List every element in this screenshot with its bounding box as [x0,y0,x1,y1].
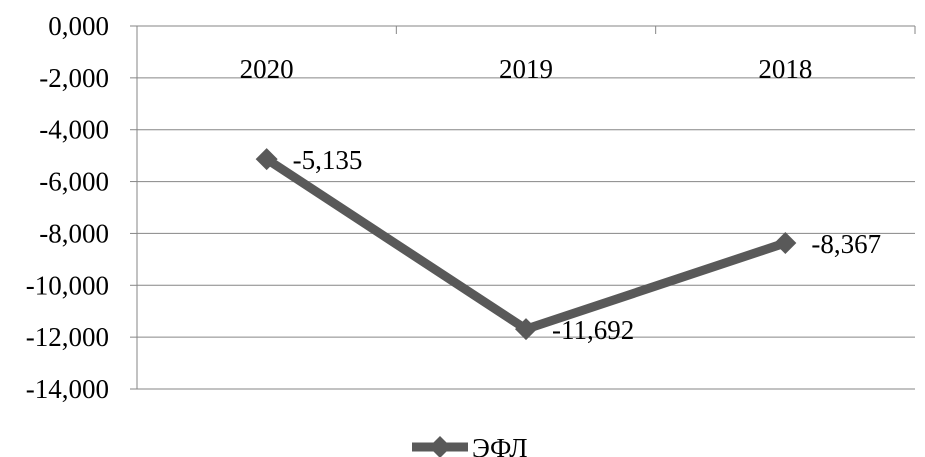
data-point-marker [515,318,537,341]
y-axis-tick-labels: 0,000 -2,000 -4,000 -6,000 -8,000 -10,000 -12,… [26,11,109,404]
x-axis-category-labels: 2020 2019 2018 [240,54,813,84]
data-labels: -5,135 -11,692 -8,367 [293,145,881,345]
x-category-label: 2018 [758,54,812,84]
y-tick-label: -12,000 [26,322,109,352]
x-category-label: 2019 [499,54,553,84]
y-tick-label: -10,000 [26,270,109,300]
legend-label: ЭФЛ [472,433,528,457]
y-tick-label: -2,000 [39,63,109,93]
series-line [262,154,790,334]
data-label: -11,692 [552,315,634,345]
data-point-marker [255,148,278,171]
y-tick-label: 0,000 [48,11,109,41]
legend-marker [429,436,451,457]
y-tick-label: -6,000 [39,167,109,197]
data-label: -5,135 [293,145,363,175]
y-tick-label: -14,000 [26,374,109,404]
data-point-marker [774,231,797,254]
y-tick-label: -8,000 [39,218,109,248]
gridlines [130,25,916,390]
y-tick-label: -4,000 [39,115,109,145]
series-line-group [255,148,797,341]
legend: ЭФЛ [412,433,528,457]
data-label: -8,367 [811,229,881,259]
x-category-label: 2020 [240,54,294,84]
